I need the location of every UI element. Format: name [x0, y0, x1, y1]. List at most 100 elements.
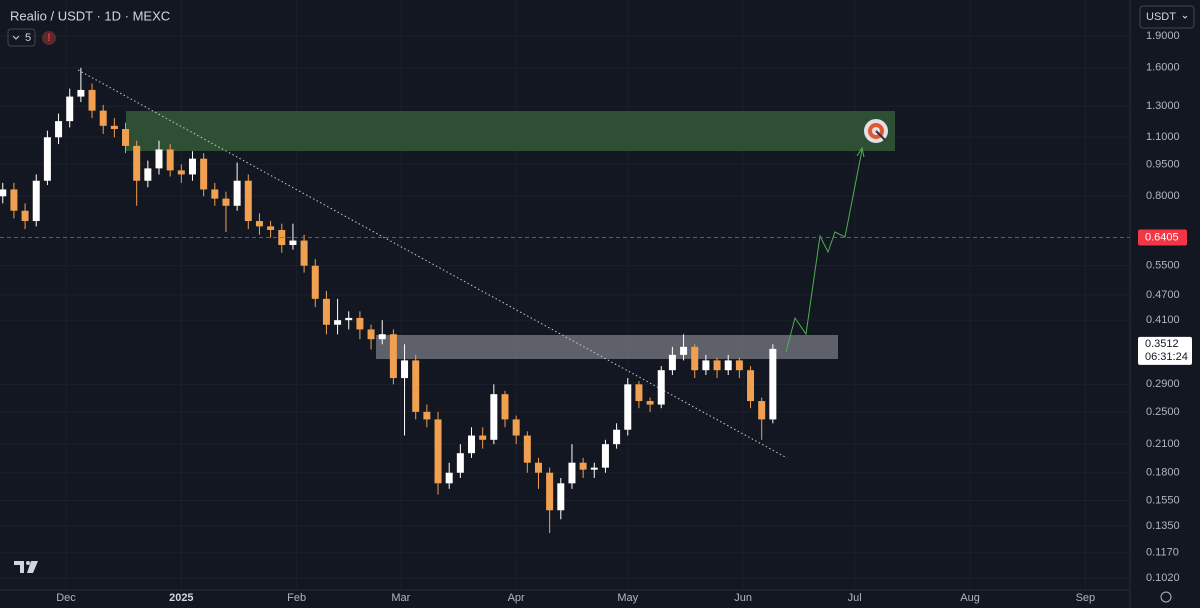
candle-body — [300, 240, 308, 266]
candle-body — [702, 360, 710, 371]
currency: USDT — [1146, 11, 1176, 23]
candle-body — [367, 329, 375, 340]
trendline — [77, 69, 788, 459]
candle-body — [255, 221, 263, 227]
candle-body — [200, 158, 208, 190]
last-price-box — [1138, 336, 1192, 365]
y-tick-label: 0.1020 — [1146, 572, 1180, 584]
x-tick-label: Feb — [287, 592, 306, 604]
x-tick-label: 2025 — [169, 592, 193, 604]
candle-body — [322, 298, 330, 325]
y-tick-label: 0.4100 — [1146, 314, 1180, 326]
tv-logo — [14, 561, 38, 573]
candle-body — [345, 317, 353, 321]
candle-body — [479, 435, 487, 440]
candle-body — [21, 210, 29, 222]
y-tick-label: 0.2500 — [1146, 406, 1180, 418]
settings-icon[interactable] — [1160, 591, 1172, 603]
x-tick-label: Jul — [848, 592, 862, 604]
candle-body — [356, 317, 364, 330]
candle-body — [66, 96, 74, 122]
candle-body — [758, 401, 766, 420]
candle-body — [680, 346, 688, 355]
chevron — [12, 35, 20, 40]
logo-part — [26, 561, 30, 565]
chevron — [1182, 15, 1188, 19]
resistance-zone — [376, 335, 838, 359]
candle-body — [590, 467, 598, 470]
warning-mark: ! — [47, 32, 51, 44]
x-tick-label: Aug — [960, 592, 980, 604]
candle-body — [244, 180, 252, 222]
candle-body — [166, 149, 174, 171]
candle-body — [0, 189, 7, 197]
candle-body — [133, 145, 141, 181]
price-line-box — [1138, 229, 1187, 246]
logo-part — [27, 561, 38, 573]
projection-path — [785, 149, 863, 353]
x-tick-label: Dec — [56, 592, 76, 604]
y-tick-label: 1.9000 — [1146, 30, 1180, 42]
projection — [785, 119, 888, 353]
candle-body — [110, 125, 118, 130]
candle-body — [557, 483, 565, 511]
indicator-toggle[interactable] — [7, 28, 36, 47]
candle-body — [55, 121, 63, 138]
candle-body — [468, 435, 476, 454]
currency-select[interactable] — [1139, 5, 1195, 29]
candle-body — [77, 89, 85, 97]
candle-body — [378, 334, 386, 340]
candle-body — [423, 411, 431, 420]
candle-body — [412, 360, 420, 412]
candle-body — [144, 168, 152, 181]
candle-body — [99, 110, 107, 126]
candle-body — [624, 384, 632, 430]
y-tick-label: 0.2100 — [1146, 438, 1180, 450]
candle-body — [311, 265, 319, 299]
candle-body — [747, 370, 755, 402]
candle-body — [401, 360, 409, 379]
candle-body — [456, 453, 464, 473]
y-tick-label: 0.1800 — [1146, 467, 1180, 479]
x-tick-label: May — [617, 592, 638, 604]
arrow-head — [856, 146, 865, 158]
y-tick-label: 1.6000 — [1146, 62, 1180, 74]
y-tick-label: 0.8000 — [1146, 190, 1180, 202]
y-tick-label: 0.1170 — [1146, 546, 1179, 558]
x-tick-label: Jun — [734, 592, 752, 604]
chart-title: Realio / USDT · 1D · MEXC — [10, 8, 170, 23]
candle-body — [579, 462, 587, 470]
y-tick-label: 0.1550 — [1146, 494, 1180, 506]
y-tick-label: 0.2900 — [1146, 378, 1180, 390]
candle-body — [267, 226, 275, 230]
candle-body — [233, 180, 241, 206]
last-price-label: 0.3512 — [1145, 338, 1179, 350]
y-tick-label: 1.3000 — [1146, 100, 1180, 112]
x-tick-label: Apr — [508, 592, 525, 604]
candle-body — [523, 435, 531, 463]
candle-body — [568, 462, 576, 484]
indicator-count: 5 — [25, 32, 31, 44]
candle-body — [657, 370, 665, 405]
candle-body — [188, 158, 196, 175]
candle-body — [724, 360, 732, 371]
y-tick-label: 0.4700 — [1146, 289, 1180, 301]
target-dart — [875, 130, 887, 142]
candle-body — [691, 346, 699, 371]
candle-body — [222, 198, 230, 206]
candle-body — [646, 401, 654, 405]
candle-body — [613, 429, 621, 445]
x-tick-label: Mar — [391, 592, 410, 604]
candle-body — [43, 137, 51, 181]
candle-body — [122, 129, 130, 146]
candle-body — [88, 89, 96, 111]
candle-body — [490, 394, 498, 440]
warning-icon[interactable] — [42, 31, 56, 45]
y-tick-label: 1.1000 — [1146, 131, 1180, 143]
price-line-label: 0.6405 — [1145, 231, 1179, 243]
candle-body — [546, 472, 554, 511]
candle-body — [512, 419, 520, 436]
candle-body — [155, 149, 163, 169]
